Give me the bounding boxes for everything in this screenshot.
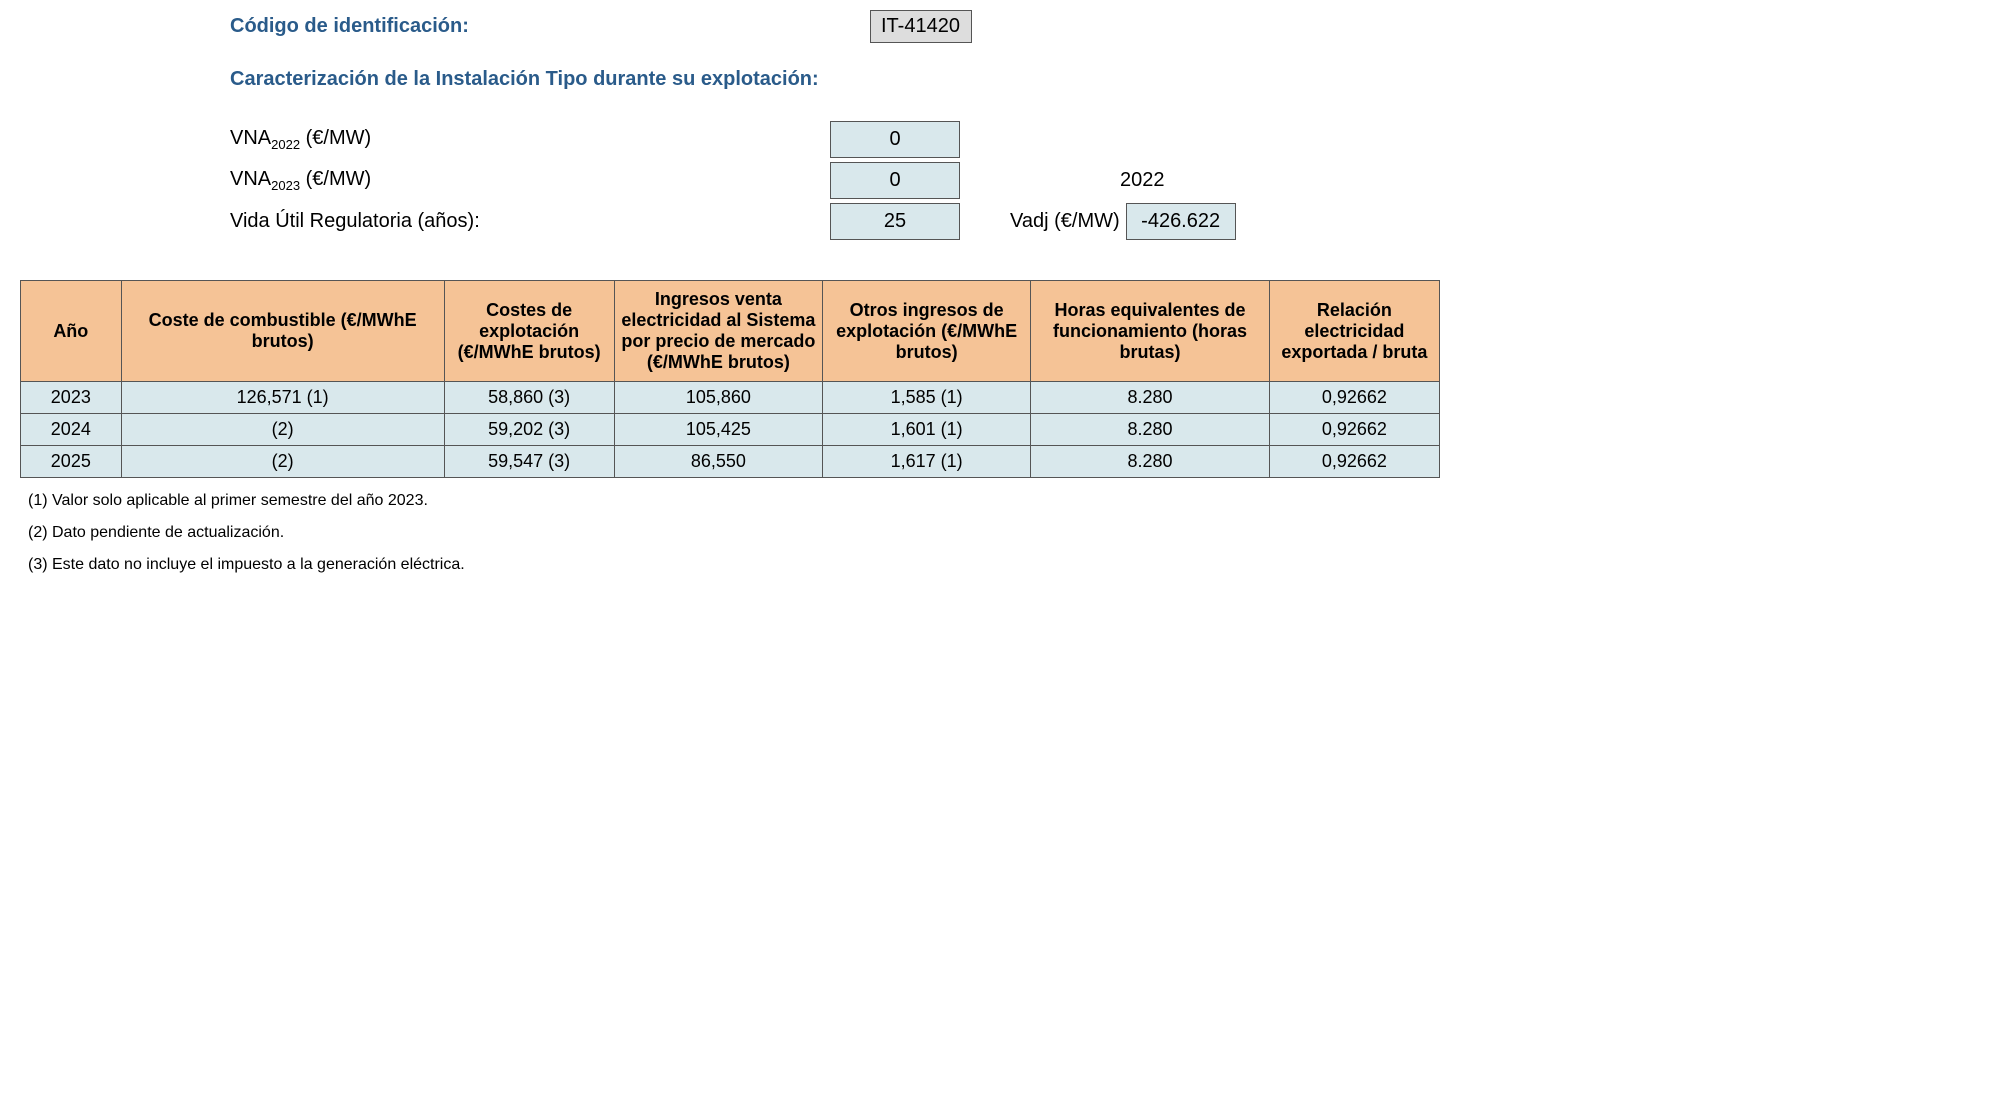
table-cell: 2025 — [21, 446, 122, 478]
vna2023-label: VNA2023 (€/MW) — [230, 168, 830, 193]
vida-value: 25 — [830, 203, 960, 240]
table-cell: 105,860 — [614, 382, 822, 414]
data-table: AñoCoste de combustible (€/MWhE brutos)C… — [20, 280, 1440, 478]
footnote: (1) Valor solo aplicable al primer semes… — [28, 492, 1450, 510]
table-row: 2025(2)59,547 (3)86,5501,617 (1)8.2800,9… — [21, 446, 1440, 478]
table-cell: 59,202 (3) — [444, 414, 614, 446]
footnote: (3) Este dato no incluye el impuesto a l… — [28, 556, 1450, 574]
footnote: (2) Dato pendiente de actualización. — [28, 524, 1450, 542]
table-cell: 8.280 — [1031, 446, 1269, 478]
table-cell: 8.280 — [1031, 382, 1269, 414]
table-cell: (2) — [121, 414, 444, 446]
table-cell: 59,547 (3) — [444, 446, 614, 478]
table-cell: 1,617 (1) — [823, 446, 1031, 478]
section-title: Caracterización de la Instalación Tipo d… — [230, 68, 1450, 91]
vna2023-value: 0 — [830, 162, 960, 199]
footnotes: (1) Valor solo aplicable al primer semes… — [28, 492, 1450, 574]
table-cell: 86,550 — [614, 446, 822, 478]
table-cell: 0,92662 — [1269, 446, 1439, 478]
table-cell: 8.280 — [1031, 414, 1269, 446]
table-cell: 126,571 (1) — [121, 382, 444, 414]
table-cell: 1,585 (1) — [823, 382, 1031, 414]
table-header: Coste de combustible (€/MWhE brutos) — [121, 281, 444, 382]
table-header: Relación electricidad exportada / bruta — [1269, 281, 1439, 382]
table-cell: 2024 — [21, 414, 122, 446]
table-header: Otros ingresos de explotación (€/MWhE br… — [823, 281, 1031, 382]
table-cell: 58,860 (3) — [444, 382, 614, 414]
vadj-value: -426.622 — [1126, 203, 1236, 240]
table-header: Ingresos venta electricidad al Sistema p… — [614, 281, 822, 382]
vna2022-label: VNA2022 (€/MW) — [230, 127, 830, 152]
code-value-box: IT-41420 — [870, 10, 972, 43]
table-row: 2023126,571 (1)58,860 (3)105,8601,585 (1… — [21, 382, 1440, 414]
table-cell: 2023 — [21, 382, 122, 414]
vna2022-value: 0 — [830, 121, 960, 158]
vida-label: Vida Útil Regulatoria (años): — [230, 210, 830, 233]
table-cell: (2) — [121, 446, 444, 478]
table-header: Horas equivalentes de funcionamiento (ho… — [1031, 281, 1269, 382]
table-cell: 0,92662 — [1269, 382, 1439, 414]
table-cell: 105,425 — [614, 414, 822, 446]
year-extra: 2022 — [1120, 169, 1165, 192]
table-cell: 1,601 (1) — [823, 414, 1031, 446]
vadj-label: Vadj (€/MW) — [1010, 210, 1120, 233]
table-header: Año — [21, 281, 122, 382]
code-label: Código de identificación: — [230, 15, 870, 38]
table-cell: 0,92662 — [1269, 414, 1439, 446]
table-header: Costes de explotación (€/MWhE brutos) — [444, 281, 614, 382]
table-row: 2024(2)59,202 (3)105,4251,601 (1)8.2800,… — [21, 414, 1440, 446]
